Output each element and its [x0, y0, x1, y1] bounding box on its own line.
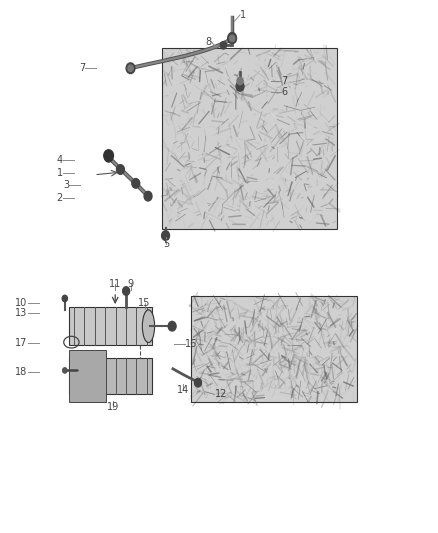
Circle shape: [228, 33, 236, 42]
Text: 2: 2: [57, 193, 63, 203]
Text: 6: 6: [281, 87, 287, 96]
Circle shape: [168, 321, 176, 331]
Circle shape: [123, 287, 130, 295]
Circle shape: [62, 295, 67, 302]
Text: 12: 12: [215, 390, 227, 399]
Text: 13: 13: [15, 309, 28, 318]
Text: 17: 17: [15, 338, 28, 348]
Circle shape: [228, 33, 237, 44]
Text: 14: 14: [177, 385, 189, 395]
Text: 5: 5: [163, 239, 170, 248]
Text: 7: 7: [281, 76, 287, 86]
Bar: [191, 296, 357, 402]
Bar: [69, 307, 152, 345]
Text: 4: 4: [57, 155, 63, 165]
Circle shape: [128, 65, 133, 71]
Bar: [69, 350, 106, 402]
Text: 9: 9: [127, 279, 134, 289]
Text: 15: 15: [138, 298, 151, 308]
Circle shape: [117, 165, 124, 174]
Circle shape: [132, 179, 140, 188]
Text: 8: 8: [205, 37, 211, 46]
Circle shape: [230, 35, 235, 42]
Circle shape: [144, 191, 152, 201]
Bar: [69, 358, 152, 394]
Text: 11: 11: [109, 279, 121, 289]
Circle shape: [237, 77, 243, 85]
Circle shape: [126, 63, 135, 74]
Circle shape: [162, 231, 170, 240]
Circle shape: [105, 152, 113, 162]
Text: 1: 1: [240, 10, 246, 20]
Text: 19: 19: [107, 402, 119, 412]
Circle shape: [104, 150, 113, 161]
Text: 3: 3: [63, 181, 69, 190]
Circle shape: [63, 368, 67, 373]
Text: 16: 16: [185, 339, 198, 349]
Circle shape: [236, 82, 244, 91]
Circle shape: [194, 378, 201, 387]
Ellipse shape: [142, 310, 155, 343]
Text: 10: 10: [15, 298, 28, 308]
Bar: [162, 48, 337, 229]
Bar: [191, 296, 357, 402]
Text: 1: 1: [57, 168, 63, 178]
Circle shape: [220, 42, 226, 49]
Text: 7: 7: [79, 63, 85, 73]
Bar: [162, 48, 337, 229]
Text: 18: 18: [15, 367, 28, 376]
